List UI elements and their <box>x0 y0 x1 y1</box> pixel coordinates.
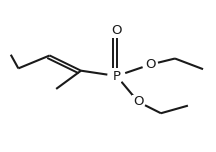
Text: O: O <box>133 95 143 108</box>
Text: P: P <box>113 69 121 83</box>
Text: O: O <box>145 58 155 71</box>
Text: O: O <box>111 24 122 37</box>
